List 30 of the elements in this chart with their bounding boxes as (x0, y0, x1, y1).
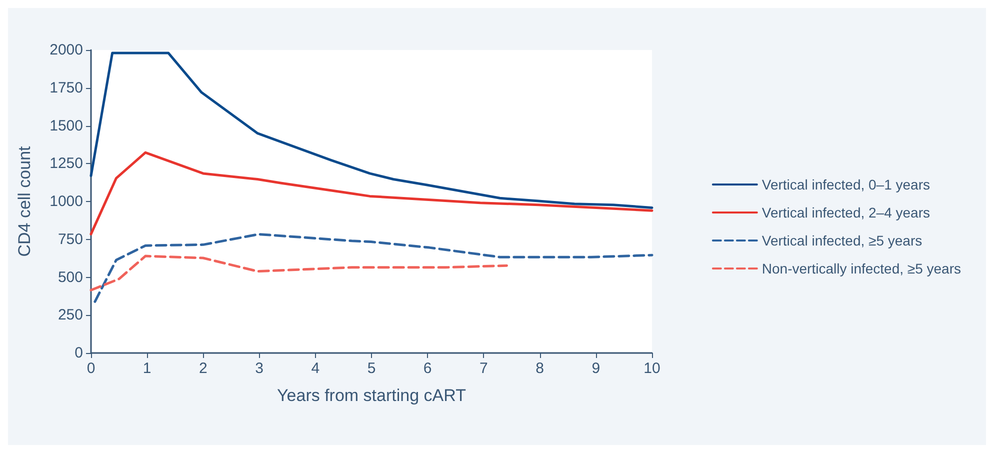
legend-label: Vertical infected, 2–4 years (762, 204, 930, 220)
y-tick-label: 1250 (50, 155, 83, 172)
legend-label: Vertical infected, ≥5 years (762, 232, 922, 248)
x-tick-label: 7 (480, 360, 488, 377)
x-tick-label: 4 (311, 360, 320, 377)
y-tick-label: 1750 (50, 79, 83, 96)
y-tick-label: 2000 (50, 42, 83, 58)
legend-label: Non-vertically infected, ≥5 years (762, 260, 962, 276)
line-series (90, 151, 654, 236)
y-axis-title: CD4 cell count (15, 146, 34, 257)
x-tick-label: 2 (199, 360, 208, 377)
y-tick-label: 1000 (50, 193, 83, 210)
x-tick-label: 9 (592, 360, 600, 377)
legend-label: Vertical infected, 0–1 years (762, 176, 930, 192)
x-tick-label: 0 (86, 360, 96, 377)
x-tick-label: 3 (255, 360, 264, 377)
line-series (90, 254, 508, 292)
x-tick-label: 5 (367, 360, 376, 377)
line-series (94, 232, 654, 303)
x-axis-title: Years from starting cART (277, 386, 466, 405)
x-tick-label: 1 (142, 360, 152, 377)
y-tick-label: 500 (58, 268, 83, 286)
y-tick-label: 1500 (50, 117, 83, 134)
x-tick-label: 6 (423, 360, 432, 377)
x-tick-label: 10 (644, 360, 660, 377)
y-tick-label: 750 (58, 230, 83, 248)
y-tick-label: 0 (74, 344, 83, 362)
line-series (90, 52, 654, 209)
x-tick-label: 8 (536, 360, 544, 377)
y-tick-label: 250 (58, 306, 83, 324)
